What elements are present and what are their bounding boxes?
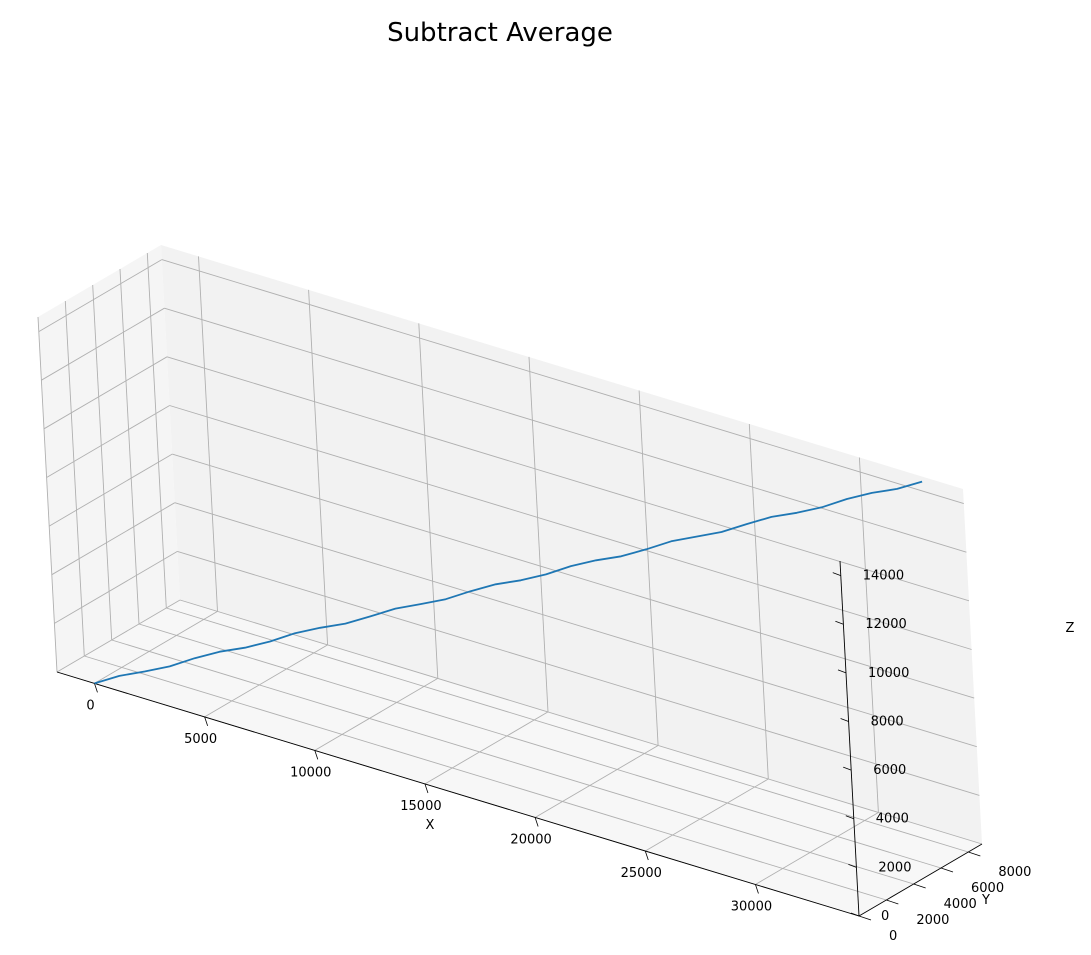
z-tick-label: 0	[881, 909, 889, 924]
grid-z-back	[172, 453, 975, 699]
x-tick-label: 5000	[184, 732, 217, 747]
z-tick-label: 10000	[868, 666, 909, 681]
z-tick-label: 12000	[865, 617, 906, 632]
grid-y-floor	[166, 607, 969, 853]
pane-back	[161, 245, 982, 844]
x-tick	[755, 884, 759, 894]
x-tick	[644, 850, 649, 861]
grid-z-back	[164, 307, 967, 553]
y-tick	[913, 883, 926, 889]
grid-z-back	[177, 550, 980, 796]
grid-y-side	[92, 284, 113, 641]
grid-z-side	[43, 356, 168, 430]
grid-x-floor	[94, 611, 218, 684]
x-axis-label: X	[426, 818, 435, 833]
grid-y-side	[146, 252, 167, 609]
grid-z-back	[169, 405, 972, 650]
x-tick-label: 30000	[731, 899, 772, 914]
z-tick	[835, 620, 844, 625]
chart-title: Subtract Average	[387, 18, 613, 48]
x-tick-label: 15000	[400, 799, 441, 814]
grid-x-floor	[534, 745, 659, 818]
chart-panes	[38, 245, 982, 916]
z-axis-line	[839, 560, 860, 917]
y-tick	[968, 851, 981, 857]
grid-x-back	[418, 323, 439, 679]
z-tick	[848, 863, 857, 868]
chart-axes	[56, 560, 983, 917]
z-tick	[840, 718, 849, 722]
x-tick-label: 10000	[290, 765, 331, 780]
grid-x-floor	[755, 812, 879, 885]
z-tick-label: 6000	[873, 763, 906, 778]
grid-z-side	[41, 307, 165, 381]
grid-y-side	[37, 316, 58, 673]
x-tick-label: 25000	[621, 866, 662, 881]
grid-x-back	[308, 289, 329, 645]
grid-x-floor	[645, 778, 769, 852]
grid-x-back	[198, 256, 218, 612]
grid-z-back	[166, 356, 970, 602]
z-tick	[850, 912, 860, 917]
grid-x-back	[858, 457, 879, 813]
y-axis-line	[858, 843, 983, 917]
grid-y-floor	[111, 639, 914, 885]
grid-y-side	[119, 268, 140, 625]
x-tick	[424, 783, 429, 794]
z-axis-label: Z	[1066, 621, 1075, 636]
y-tick-label: 2000	[916, 913, 949, 928]
chart-ticks: 0500010000150002000025000300000200040006…	[86, 569, 1031, 944]
z-tick	[832, 572, 841, 576]
z-tick-label: 2000	[878, 860, 911, 875]
chart-gridlines	[37, 252, 983, 917]
series-line-0	[94, 480, 923, 685]
z-tick-label: 4000	[876, 812, 909, 827]
y-tick-label: 0	[889, 929, 897, 944]
x-tick-label: 20000	[510, 832, 551, 847]
grid-x-floor	[424, 711, 549, 785]
x-axis-line	[56, 671, 860, 917]
grid-x-floor	[204, 644, 328, 718]
grid-y-floor	[84, 655, 887, 901]
grid-z-side	[46, 405, 170, 478]
grid-z-side	[48, 453, 173, 527]
z-tick-label: 14000	[863, 569, 904, 584]
grid-z-side	[38, 259, 163, 332]
y-axis-label: Y	[981, 893, 990, 908]
z-tick-label: 8000	[871, 714, 904, 729]
x-tick	[94, 683, 98, 693]
y-tick-label: 4000	[944, 897, 977, 912]
z-tick	[843, 766, 852, 771]
y-tick	[858, 915, 872, 921]
x-tick	[534, 817, 539, 827]
y-tick-label: 8000	[998, 865, 1031, 880]
y-tick-label: 6000	[971, 881, 1004, 896]
grid-x-floor	[314, 678, 439, 751]
grid-z-back	[174, 502, 977, 748]
z-tick	[845, 815, 854, 820]
pane-left	[38, 245, 180, 672]
z-tick	[837, 669, 847, 674]
grid-z-side	[54, 551, 178, 624]
grid-z-back	[161, 259, 964, 505]
grid-x-back	[638, 390, 659, 746]
grid-z-side	[56, 599, 181, 673]
x-tick	[204, 716, 209, 727]
chart-series	[94, 480, 923, 685]
x-tick-label: 0	[86, 698, 94, 713]
y-tick	[940, 867, 954, 873]
grid-x-back	[748, 423, 769, 780]
grid-y-floor	[138, 623, 942, 869]
y-tick	[886, 899, 899, 905]
grid-y-side	[64, 300, 85, 657]
grid-z-side	[51, 502, 176, 576]
x-tick	[314, 750, 319, 760]
grid-x-back	[528, 356, 549, 712]
pane-floor	[57, 600, 982, 916]
grid-z-back	[179, 599, 983, 845]
